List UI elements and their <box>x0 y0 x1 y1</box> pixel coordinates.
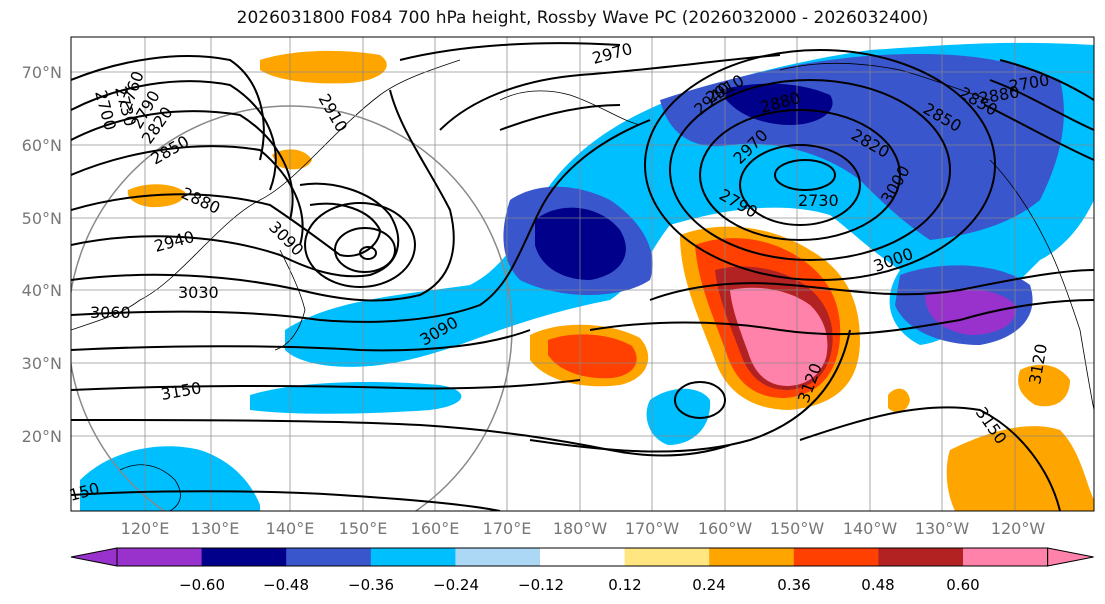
colorbar <box>70 547 1094 567</box>
colorbar-segment <box>709 548 795 566</box>
orange-patch-north <box>260 50 387 84</box>
height-contours <box>71 42 1094 511</box>
colorbar-segment <box>624 548 710 566</box>
lat-label: 60°N <box>22 136 62 155</box>
colorbar-segment <box>963 548 1049 566</box>
orange-patch-tiny <box>888 388 910 413</box>
coastlines <box>71 59 1094 511</box>
map-title: 2026031800 F084 700 hPa height, Rossby W… <box>236 8 929 28</box>
lon-label: 150°W <box>770 519 825 538</box>
colorbar-extend-max <box>1047 547 1094 567</box>
orange-patch-small <box>272 149 312 170</box>
colorbar-outline <box>116 547 1049 567</box>
lon-label: 140°W <box>843 519 898 538</box>
colorbar-tick: 0.36 <box>777 576 810 594</box>
colorbar-segment <box>286 548 372 566</box>
colorbar-segment <box>201 548 287 566</box>
colorbar-tick: −0.12 <box>518 576 564 594</box>
colorbar-segment <box>793 548 879 566</box>
red-patch-subtropics <box>548 334 637 379</box>
lat-label: 20°N <box>22 427 62 446</box>
lon-label: 140°E <box>266 519 315 538</box>
contour-label: 3060 <box>90 303 131 322</box>
colorbar-tick: 0.12 <box>608 576 641 594</box>
lon-label: 120°W <box>991 519 1046 538</box>
negative-anomaly-shading <box>80 42 1094 511</box>
graticule <box>71 37 1094 511</box>
orange-patch-southeast <box>946 426 1094 511</box>
colorbar-tick: −0.60 <box>179 576 225 594</box>
lon-label: 170°W <box>625 519 680 538</box>
lat-label: 70°N <box>22 63 62 82</box>
colorbar-tick: 0.60 <box>946 576 979 594</box>
lon-label: 160°E <box>411 519 460 538</box>
lon-label: 180°W <box>553 519 608 538</box>
colorbar-segment <box>370 548 456 566</box>
colorbar-segment <box>878 548 964 566</box>
cyan-patch-tropics <box>250 382 462 414</box>
lat-label: 30°N <box>22 354 62 373</box>
lon-label: 150°E <box>339 519 388 538</box>
colorbar-tick: −0.24 <box>433 576 479 594</box>
latitude-labels: 70°N 60°N 50°N 40°N 30°N 20°N <box>22 63 62 446</box>
colorbar-tick: 0.24 <box>692 576 725 594</box>
lon-label: 170°E <box>483 519 532 538</box>
contour-label: 2730 <box>798 191 839 210</box>
colorbar-tick-labels: −0.60 −0.48 −0.36 −0.24 −0.12 0.12 0.24 … <box>179 576 980 594</box>
lon-label: 160°W <box>698 519 753 538</box>
colorbar-extend-min <box>70 547 118 567</box>
pink-patch-central-pacific <box>730 287 828 386</box>
colorbar-segment <box>540 548 626 566</box>
cyan-patch-southwest <box>80 446 260 511</box>
longitude-labels: 120°E 130°E 140°E 150°E 160°E 170°E 180°… <box>121 519 1046 538</box>
lon-label: 130°E <box>191 519 240 538</box>
colorbar-tick: −0.48 <box>263 576 309 594</box>
colorbar-segment <box>455 548 541 566</box>
navy-patch-mid <box>535 207 626 280</box>
colorbar-tick: −0.36 <box>348 576 394 594</box>
navy-patch-north <box>720 83 833 125</box>
cyan-patch-central <box>646 388 711 445</box>
lon-label: 130°W <box>915 519 970 538</box>
range-ring <box>71 105 513 511</box>
lon-label: 120°E <box>121 519 170 538</box>
contour-label: 3030 <box>178 283 219 302</box>
colorbar-tick: 0.48 <box>861 576 894 594</box>
lat-label: 40°N <box>22 281 62 300</box>
orange-patch-east-coast <box>1018 364 1070 407</box>
lat-label: 50°N <box>22 209 62 228</box>
colorbar-segment <box>117 548 203 566</box>
purple-patch-east <box>925 289 1016 335</box>
map-frame <box>70 36 1095 512</box>
